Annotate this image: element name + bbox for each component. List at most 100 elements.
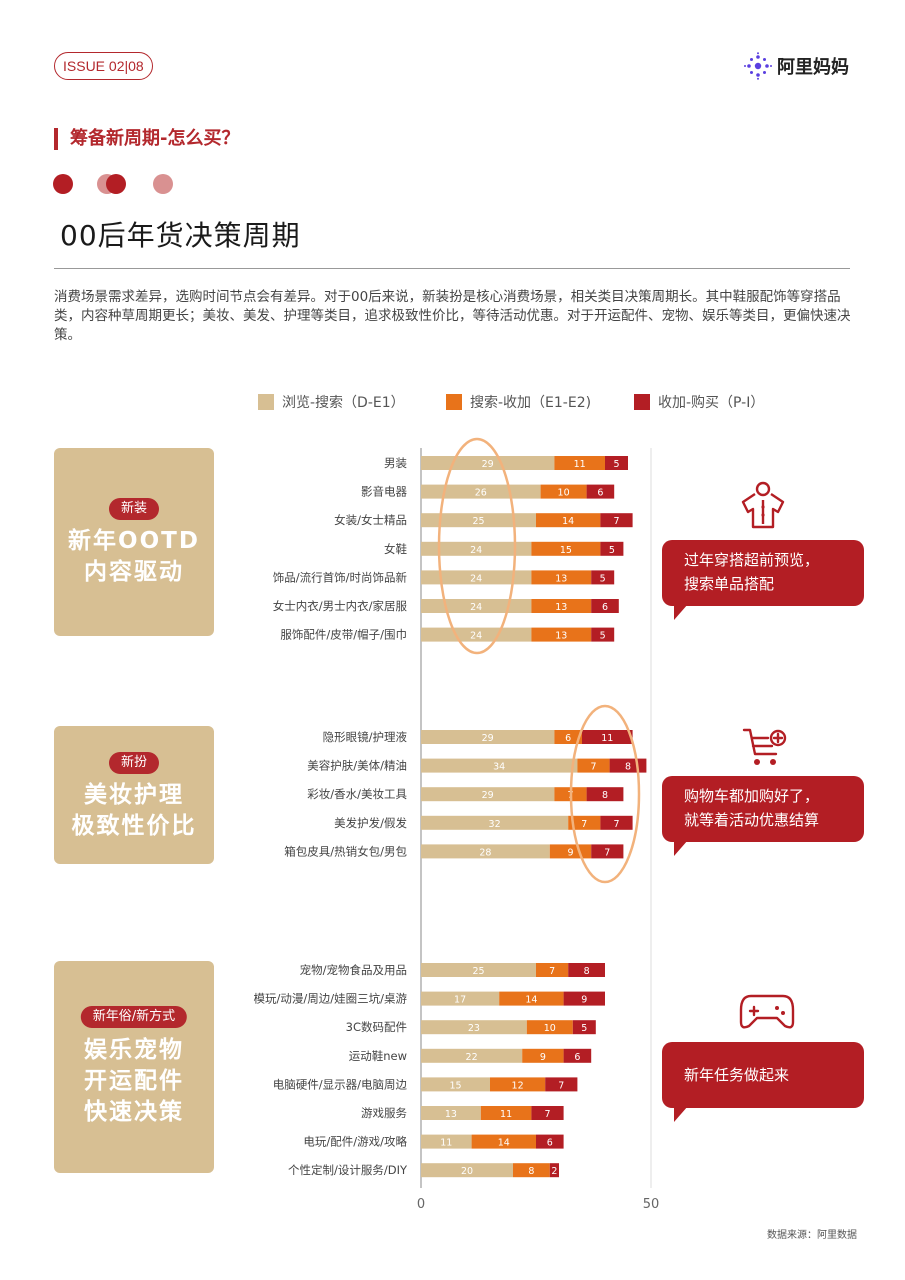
category-label: 美发护发/假发 — [334, 816, 407, 830]
legend-swatch — [446, 394, 462, 410]
bar-segment — [568, 963, 605, 977]
legend-label: 浏览-搜索（D-E1） — [282, 395, 405, 411]
description: 消费场景需求差异，选购时间节点会有差异。对于00后来说，新装扮是核心消费场景，相… — [54, 289, 851, 343]
category-title-line: 快速决策 — [84, 1099, 184, 1125]
category-badge: 新装 — [108, 498, 160, 520]
bar-segment — [421, 844, 550, 859]
highlight-ellipse — [569, 704, 641, 884]
speech-bubble-1: 过年穿搭超前预览， 搜索单品搭配 — [662, 540, 864, 620]
legend-item-1: 浏览-搜索（D-E1） — [258, 392, 405, 412]
category-label: 游戏服务 — [361, 1106, 407, 1120]
data-label: 13 — [555, 631, 567, 642]
data-label: 11 — [601, 733, 613, 744]
data-label: 15 — [449, 1080, 461, 1091]
legend-item-3: 收加-购买（P-I） — [634, 392, 764, 412]
category-label: 女鞋 — [384, 542, 407, 556]
bar-segment — [591, 599, 619, 613]
data-label: 11 — [440, 1138, 452, 1149]
bar-segment — [421, 815, 569, 830]
bar-segment — [421, 1134, 472, 1149]
category-label: 服饰配件/皮带/帽子/围巾 — [280, 628, 407, 642]
data-label: 29 — [482, 733, 494, 744]
bar-segment — [421, 787, 555, 802]
bar-segment — [563, 991, 605, 1006]
x-tick-label: 0 — [417, 1197, 425, 1212]
category-label: 宠物/宠物食品及用品 — [300, 963, 407, 977]
divider — [54, 268, 850, 269]
bar-segment — [577, 758, 610, 773]
speech-bubble-2: 购物车都加购好了， 就等着活动优惠结算 — [662, 776, 864, 856]
bar-segment — [499, 991, 564, 1006]
bar-segment — [591, 570, 615, 585]
speech-bubble-3: 新年任务做起来 — [662, 1042, 864, 1122]
bar-segment — [421, 1163, 513, 1178]
data-label: 11 — [574, 459, 586, 470]
category-title-line: 娱乐宠物 — [84, 1037, 184, 1063]
x-tick-label: 50 — [643, 1197, 660, 1212]
data-label: 20 — [461, 1166, 473, 1177]
bar-segment — [586, 484, 615, 499]
data-label: 23 — [468, 1023, 480, 1034]
bar-segment — [540, 484, 587, 499]
bar-segment — [536, 1134, 564, 1149]
data-label: 7 — [613, 516, 619, 527]
decorative-dots — [53, 174, 173, 194]
bar-segment — [531, 541, 601, 556]
data-label: 24 — [470, 631, 482, 642]
bar-segment — [421, 730, 555, 744]
data-label: 7 — [581, 819, 587, 830]
issue-badge: ISSUE 02|08 — [54, 52, 153, 80]
bar-segment — [421, 758, 578, 773]
data-label: 7 — [613, 819, 619, 830]
category-title-line: 新年OOTD — [68, 528, 200, 554]
data-label: 13 — [445, 1109, 457, 1120]
category-label: 女士内衣/男士内衣/家居服 — [273, 599, 408, 613]
bar-segment — [421, 570, 532, 585]
bar-segment — [572, 1020, 596, 1035]
category-label: 电脑硬件/显示器/电脑周边 — [273, 1077, 408, 1091]
data-label: 8 — [602, 790, 608, 801]
data-label: 6 — [602, 602, 608, 613]
data-label: 13 — [555, 573, 567, 584]
gamepad-icon — [739, 994, 795, 1029]
data-label: 8 — [528, 1166, 534, 1177]
category-title-line: 开运配件 — [84, 1068, 184, 1094]
bar-segment — [421, 541, 532, 556]
bubble-text: 新年任务做起来 — [684, 1066, 790, 1084]
bar-segment — [554, 730, 582, 744]
category-label: 模玩/动漫/周边/娃圈三坑/桌游 — [254, 992, 408, 1006]
bar-segment — [421, 599, 532, 613]
bar-segment — [600, 513, 633, 528]
shirt-icon — [741, 481, 785, 529]
bar-segment — [421, 991, 500, 1006]
category-label: 电玩/配件/游戏/攻略 — [303, 1135, 407, 1149]
data-label: 6 — [547, 1138, 553, 1149]
data-label: 26 — [475, 488, 487, 499]
bar-segment — [536, 513, 601, 528]
data-label: 14 — [562, 516, 574, 527]
data-label: 8 — [625, 762, 631, 773]
bar-segment — [549, 1163, 559, 1178]
bar-segment — [421, 1077, 490, 1092]
category-label: 3C数码配件 — [346, 1020, 407, 1034]
bar-segment — [526, 1020, 573, 1035]
category-label: 隐形眼镜/护理液 — [323, 730, 408, 744]
legend-label: 搜索-收加（E1-E2) — [470, 395, 592, 411]
bar-segment — [554, 456, 605, 470]
category-label: 箱包皮具/热销女包/男包 — [284, 844, 407, 858]
bar-segment — [536, 963, 569, 977]
bar-segment — [591, 844, 624, 859]
bar-segment — [421, 963, 536, 977]
data-label: 5 — [600, 631, 606, 642]
data-label: 25 — [472, 966, 484, 977]
bar-segment — [513, 1163, 550, 1178]
data-label: 6 — [574, 1052, 580, 1063]
category-label: 饰品/流行首饰/时尚饰品新 — [273, 570, 408, 584]
highlight-ellipse — [437, 437, 517, 655]
data-label: 24 — [470, 602, 482, 613]
bubble-tail — [674, 1106, 688, 1122]
bar-segment — [421, 1106, 481, 1120]
bar-segment — [421, 513, 536, 528]
category-label: 女装/女士精品 — [334, 513, 407, 527]
